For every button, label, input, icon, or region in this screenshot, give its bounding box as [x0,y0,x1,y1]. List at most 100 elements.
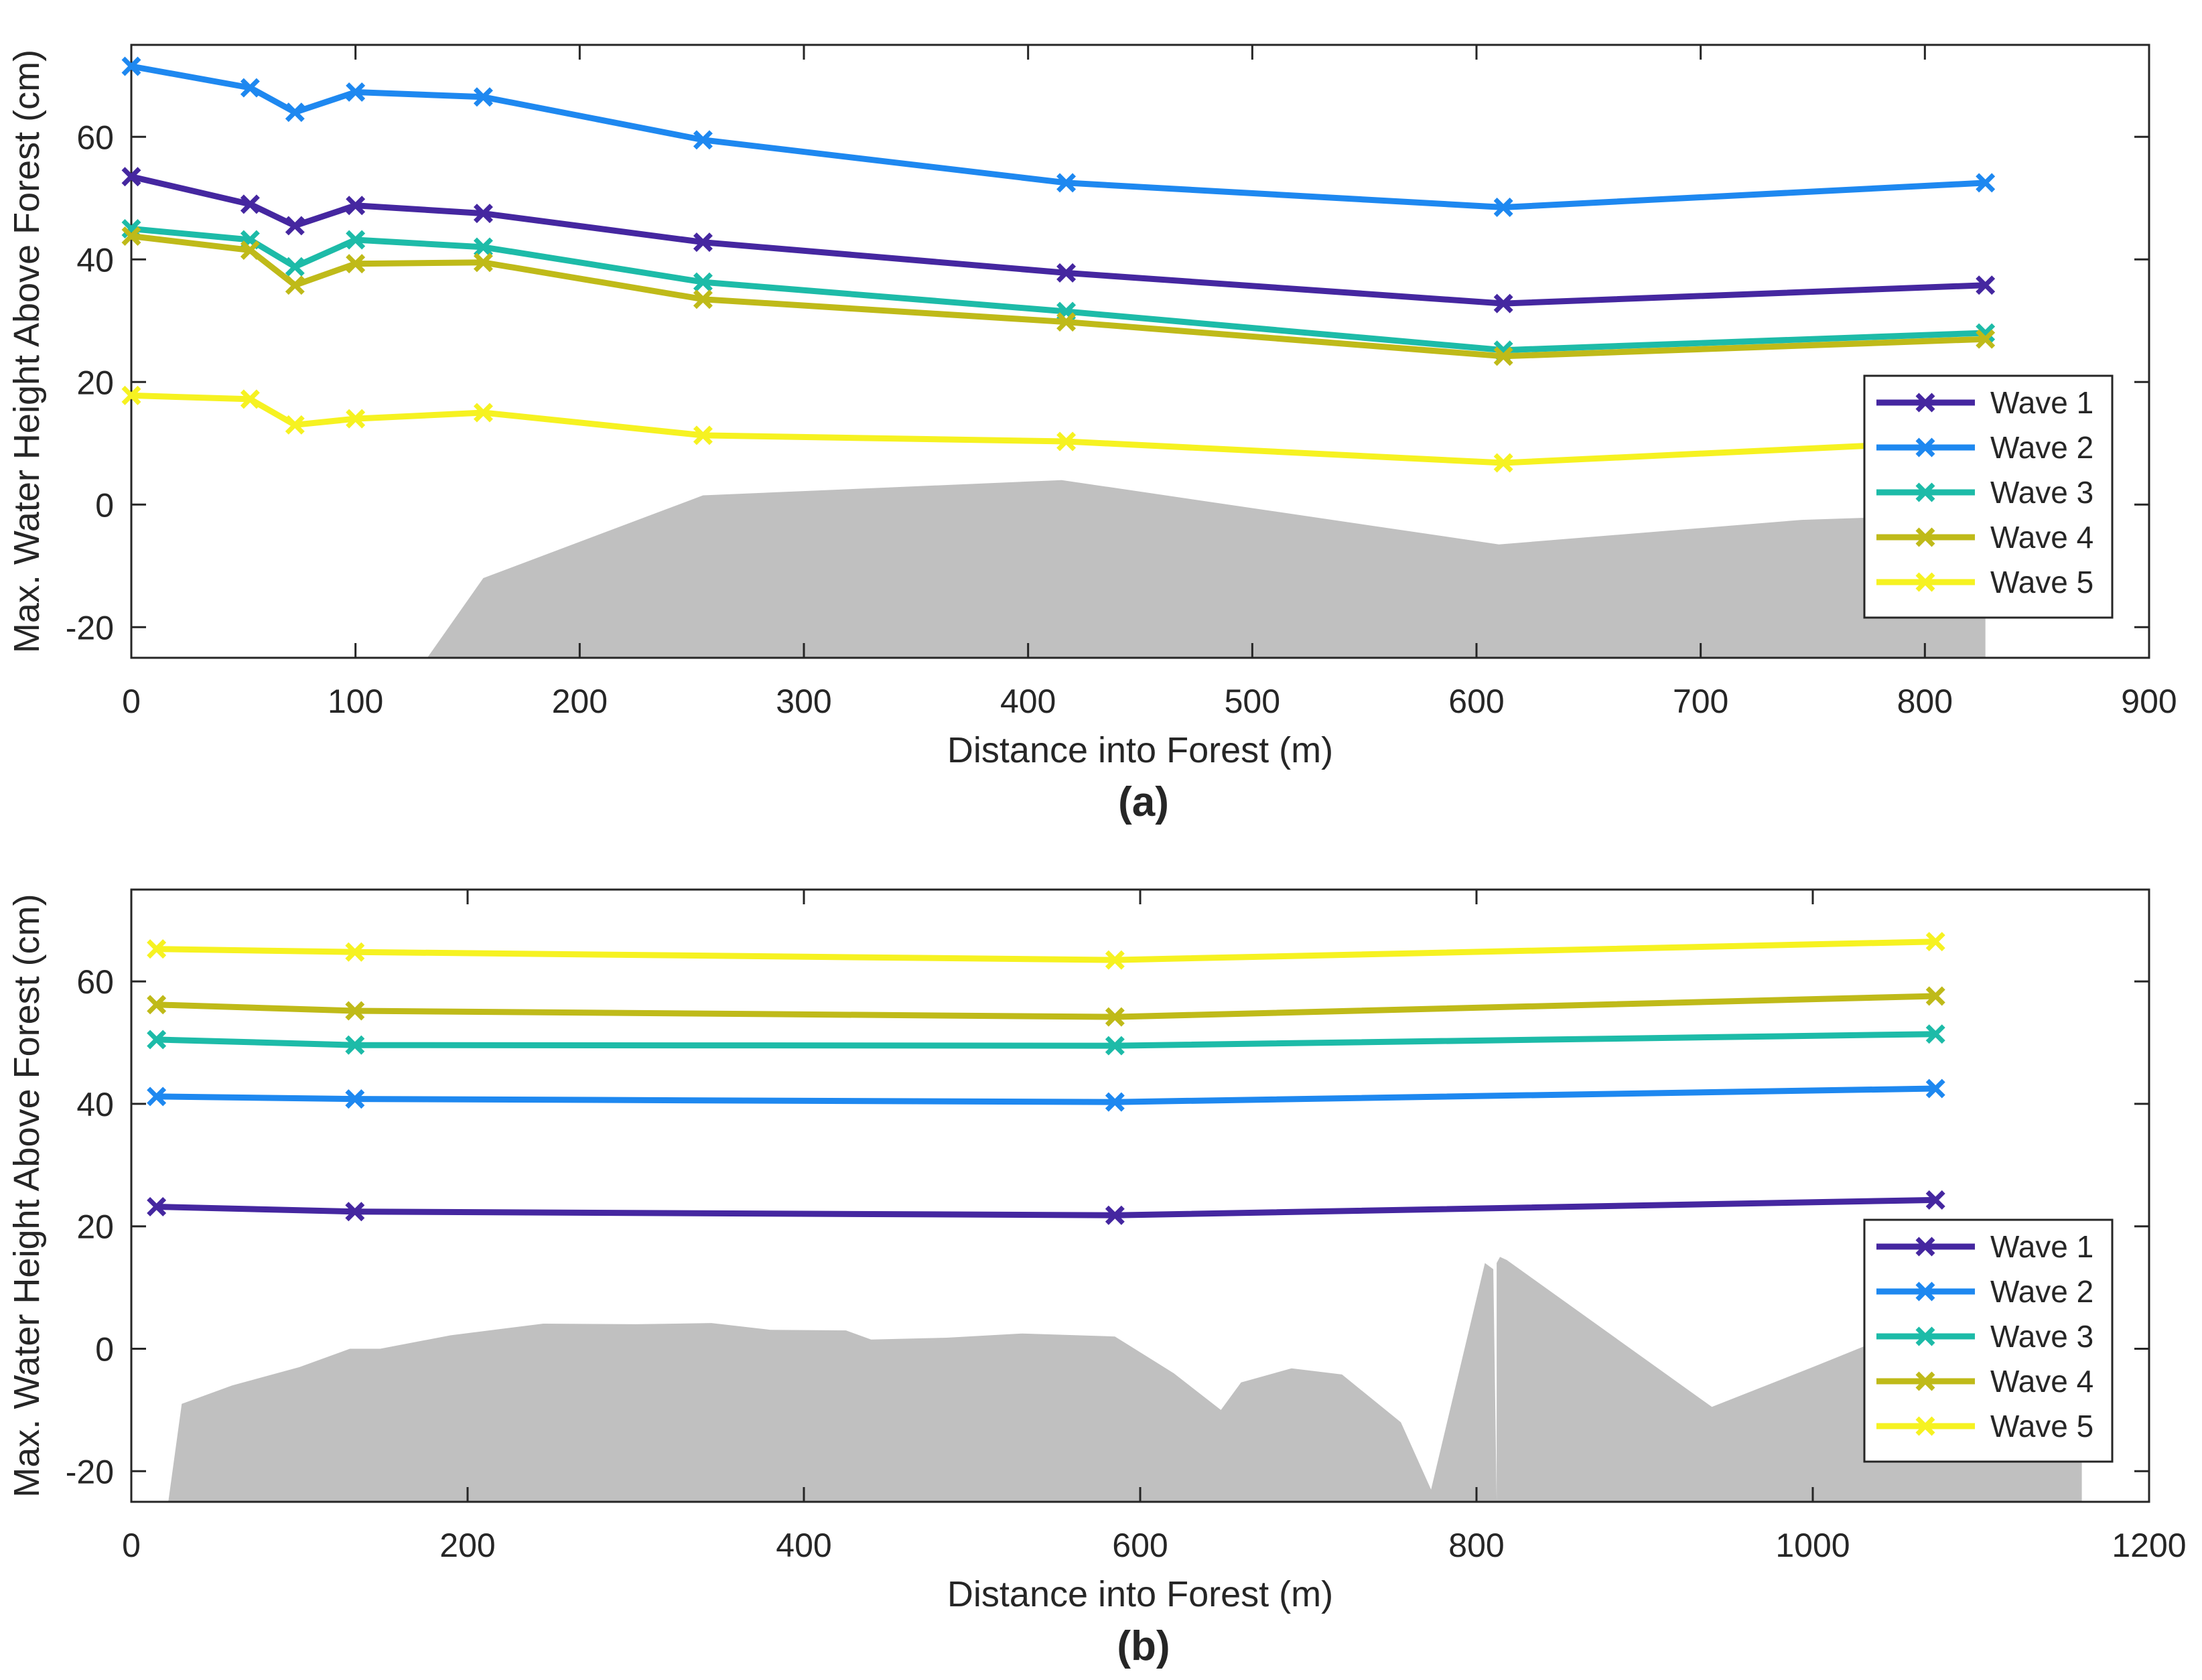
series-line [156,1085,1936,1105]
axes-box [130,44,2150,659]
data-point [121,56,141,76]
data-point [346,196,366,216]
y-tick-label: 40 [76,1086,114,1123]
legend-item: Wave 4 [1876,1364,2093,1399]
data-point [693,232,713,253]
legend-item: Wave 5 [1876,1409,2093,1444]
series-line [156,938,1936,963]
data-point [1105,950,1125,970]
data-point [1056,431,1077,451]
x-axis-label: Distance into Forest (m) [947,730,1333,770]
series-line [156,1031,1936,1049]
data-point [1105,1036,1125,1056]
data-point [240,194,260,214]
legend: Wave 1 Wave 2 Wave 3 Wave 4 Wave 5 [1863,374,2114,619]
legend: Wave 1 Wave 2 Wave 3 Wave 4 Wave 5 [1863,1218,2114,1463]
panel-label: (a) [1118,779,1169,825]
x-tick-label: 200 [552,683,608,720]
data-point [473,403,493,423]
data-point [1105,1092,1125,1112]
legend-label: Wave 5 [1990,1409,2093,1444]
data-point [285,415,305,435]
x-tick-label: 0 [122,1527,141,1564]
series-wave-1 [147,1190,1945,1225]
x-axis-label: Distance into Forest (m) [947,1574,1333,1614]
data-point [346,82,366,102]
x-tick-label: 600 [1112,1527,1168,1564]
data-point [346,230,366,250]
x-tick-label: 400 [776,1527,831,1564]
data-point [147,939,167,959]
legend-box [1863,1218,2114,1463]
legend-label: Wave 4 [1990,520,2093,555]
data-point [1925,986,1945,1006]
data-point [1105,1205,1125,1225]
x-tick-label: 100 [328,683,383,720]
x-tick-label: 1000 [1775,1527,1850,1564]
legend-item: Wave 3 [1876,475,2093,510]
data-point [1925,1078,1945,1099]
panel-b-chart: 0 200 400 600 800 1000 1200-200204060Distance … [7,888,2187,1669]
data-point [345,1089,365,1109]
y-tick-label: -20 [66,609,114,646]
data-point [345,1001,365,1021]
data-point [1493,293,1513,313]
data-point [346,409,366,429]
data-point [147,1030,167,1050]
data-point [345,942,365,962]
x-tick-label: 900 [2121,683,2177,720]
terrain-profile [427,480,1986,658]
x-tick-label: 600 [1448,683,1504,720]
data-point [121,226,141,246]
legend-label: Wave 3 [1990,1319,2093,1354]
data-point [1493,346,1513,366]
data-point [240,240,260,260]
legend-label: Wave 4 [1990,1364,2093,1399]
data-point [121,385,141,405]
series-wave-4 [121,226,1996,366]
legend-item: Wave 1 [1876,1229,2093,1264]
legend-item: Wave 2 [1876,1274,2093,1309]
data-point [1493,198,1513,217]
y-tick-label: 60 [76,119,114,156]
x-tick-label: 300 [776,683,831,720]
legend-item: Wave 1 [1876,385,2093,420]
legend-label: Wave 1 [1990,385,2093,420]
data-point [345,1035,365,1055]
legend-item: Wave 3 [1876,1319,2093,1354]
y-tick-label: 60 [76,963,114,1001]
series-wave-5 [147,932,1945,970]
y-tick-label: 20 [76,1208,114,1246]
data-point [240,78,260,98]
legend-label: Wave 3 [1990,475,2093,510]
x-tick-label: 400 [1000,683,1056,720]
data-point [693,272,713,292]
data-point [473,237,493,257]
series-wave-1 [121,167,1996,313]
data-point [285,275,305,295]
x-tick-label: 200 [439,1527,495,1564]
data-point [473,87,493,107]
series-wave-2 [121,56,1996,217]
data-point [285,216,305,236]
data-point [693,425,713,445]
data-point [1105,1007,1125,1027]
data-point [1976,173,1996,193]
y-axis-label: Max. Water Height Above Forest (cm) [7,50,47,653]
data-point [147,1087,167,1107]
data-point [1493,453,1513,473]
x-tick-label: 1200 [2112,1527,2186,1564]
data-point [1925,1024,1945,1044]
legend-label: Wave 2 [1990,1274,2093,1309]
data-point [1976,329,1996,349]
data-point [147,995,167,1015]
data-point [1056,173,1077,193]
data-point [693,289,713,309]
x-tick-label: 700 [1673,683,1728,720]
data-point [240,389,260,409]
data-point [121,167,141,187]
data-point [693,130,713,150]
series-wave-2 [147,1078,1945,1112]
data-point [345,1202,365,1222]
series-line [156,993,1936,1020]
